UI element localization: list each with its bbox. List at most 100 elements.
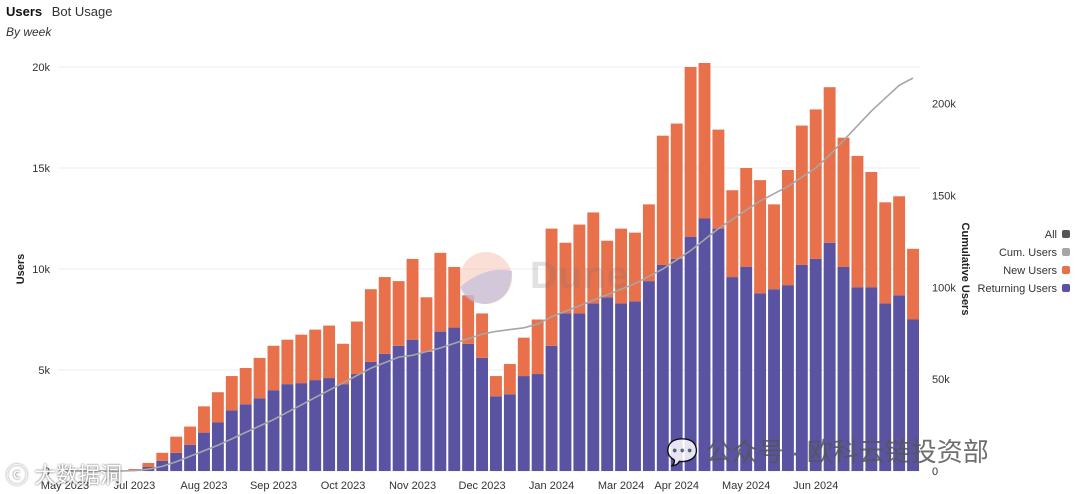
bar-new-users[interactable] <box>545 228 558 346</box>
bar-returning-users[interactable] <box>267 390 280 471</box>
bar-new-users[interactable] <box>642 204 655 282</box>
bar-returning-users[interactable] <box>684 236 697 471</box>
line-cumulative-users[interactable] <box>65 77 914 472</box>
bar-returning-users[interactable] <box>837 266 850 471</box>
bar-returning-users[interactable] <box>823 242 836 471</box>
bar-new-users[interactable] <box>503 363 516 395</box>
bar-new-users[interactable] <box>337 343 349 385</box>
bar-new-users[interactable] <box>420 297 433 352</box>
bar-new-users[interactable] <box>879 202 892 304</box>
bar-new-users[interactable] <box>809 109 822 259</box>
bar-new-users[interactable] <box>448 266 461 328</box>
bar-new-users[interactable] <box>490 376 502 397</box>
bar-new-users[interactable] <box>281 339 294 385</box>
legend-item-all[interactable]: All <box>978 226 1070 244</box>
bar-new-users[interactable] <box>601 240 614 298</box>
bar-new-users[interactable] <box>128 468 141 470</box>
bar-new-users[interactable] <box>740 168 753 267</box>
bar-returning-users[interactable] <box>490 396 502 471</box>
bar-returning-users[interactable] <box>309 380 322 471</box>
bar-returning-users[interactable] <box>642 281 655 471</box>
bar-new-users[interactable] <box>517 337 530 377</box>
bar-new-users[interactable] <box>754 180 767 294</box>
legend-item-returning-users[interactable]: Returning Users <box>978 280 1070 298</box>
bar-new-users[interactable] <box>795 125 808 265</box>
bar-returning-users[interactable] <box>295 383 308 471</box>
bar-new-users[interactable] <box>295 334 308 384</box>
bar-returning-users[interactable] <box>629 301 641 471</box>
bar-returning-users[interactable] <box>364 361 377 471</box>
bar-returning-users[interactable] <box>337 384 349 471</box>
bar-returning-users[interactable] <box>573 313 586 471</box>
bar-new-users[interactable] <box>698 62 711 219</box>
bar-new-users[interactable] <box>476 313 488 358</box>
bar-new-users[interactable] <box>837 137 850 267</box>
bar-returning-users[interactable] <box>879 303 892 471</box>
bar-new-users[interactable] <box>823 87 836 243</box>
bar-new-users[interactable] <box>323 325 336 379</box>
bar-new-users[interactable] <box>726 190 739 278</box>
bar-returning-users[interactable] <box>406 339 419 471</box>
bar-returning-users[interactable] <box>587 303 600 471</box>
bar-returning-users[interactable] <box>198 432 210 471</box>
bar-returning-users[interactable] <box>865 287 878 471</box>
bar-returning-users[interactable] <box>392 345 405 471</box>
bar-returning-users[interactable] <box>754 293 767 471</box>
bar-new-users[interactable] <box>684 67 697 237</box>
bar-returning-users[interactable] <box>851 287 864 471</box>
bar-new-users[interactable] <box>851 155 864 288</box>
bar-returning-users[interactable] <box>211 422 224 471</box>
bar-new-users[interactable] <box>350 321 363 375</box>
bar-returning-users[interactable] <box>656 264 669 471</box>
bar-returning-users[interactable] <box>601 297 614 471</box>
bar-new-users[interactable] <box>406 258 419 340</box>
bar-returning-users[interactable] <box>712 228 725 471</box>
bar-returning-users[interactable] <box>378 353 391 471</box>
bar-new-users[interactable] <box>253 357 266 399</box>
legend-item-cumulative[interactable]: Cum. Users <box>978 244 1070 262</box>
bar-new-users[interactable] <box>170 436 183 453</box>
bar-new-users[interactable] <box>573 224 586 314</box>
bar-new-users[interactable] <box>768 204 780 290</box>
bar-new-users[interactable] <box>865 172 878 288</box>
bar-returning-users[interactable] <box>809 258 822 471</box>
bar-returning-users[interactable] <box>670 258 683 471</box>
chart-tab-bot-usage[interactable]: Bot Usage <box>51 4 113 19</box>
bar-returning-users[interactable] <box>476 357 488 471</box>
bar-returning-users[interactable] <box>531 374 544 471</box>
bar-new-users[interactable] <box>712 129 725 229</box>
bar-returning-users[interactable] <box>448 327 461 471</box>
bar-new-users[interactable] <box>239 367 252 405</box>
legend-item-new-users[interactable]: New Users <box>978 262 1070 280</box>
bar-new-users[interactable] <box>198 406 210 433</box>
bar-new-users[interactable] <box>615 228 628 304</box>
bar-returning-users[interactable] <box>350 374 363 471</box>
bar-new-users[interactable] <box>781 170 794 286</box>
bar-new-users[interactable] <box>392 281 405 346</box>
bar-returning-users[interactable] <box>698 218 711 472</box>
bar-new-users[interactable] <box>531 319 544 375</box>
bar-new-users[interactable] <box>378 277 391 354</box>
bar-returning-users[interactable] <box>225 410 238 471</box>
bar-returning-users[interactable] <box>907 319 919 472</box>
bar-returning-users[interactable] <box>323 378 336 471</box>
bar-new-users[interactable] <box>629 232 641 302</box>
bar-returning-users[interactable] <box>503 394 516 471</box>
bar-new-users[interactable] <box>184 426 197 445</box>
bar-returning-users[interactable] <box>781 285 794 471</box>
bar-returning-users[interactable] <box>239 404 252 471</box>
bar-returning-users[interactable] <box>559 313 572 471</box>
bar-new-users[interactable] <box>462 295 475 344</box>
bar-new-users[interactable] <box>364 289 377 362</box>
bar-new-users[interactable] <box>559 242 572 314</box>
bar-returning-users[interactable] <box>281 384 294 471</box>
bar-returning-users[interactable] <box>434 331 447 471</box>
bar-returning-users[interactable] <box>893 295 906 471</box>
bar-new-users[interactable] <box>225 376 238 411</box>
bar-returning-users[interactable] <box>740 266 753 471</box>
bar-new-users[interactable] <box>211 392 224 423</box>
bar-new-users[interactable] <box>142 462 155 467</box>
bar-returning-users[interactable] <box>184 444 197 471</box>
bar-new-users[interactable] <box>587 212 600 304</box>
bar-new-users[interactable] <box>656 135 669 265</box>
